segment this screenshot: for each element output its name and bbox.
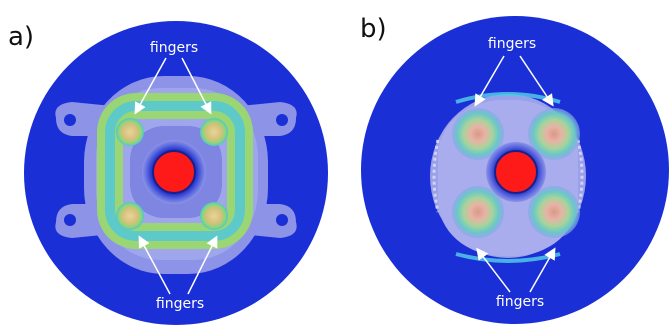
panel-a-diagram: fingers fingers (24, 21, 328, 325)
panel-a-finger-top-left (116, 118, 144, 146)
panel-a-bottom-annotation: fingers (156, 296, 204, 312)
panel-a-top-annotation: fingers (150, 40, 198, 56)
panel-b-bottom-annotation: fingers (496, 294, 544, 310)
panel-b-center-conductor (495, 151, 537, 193)
panel-a-finger-top-right (200, 118, 228, 146)
panel-a-finger-bottom-left (116, 202, 144, 230)
panel-b-top-annotation: fingers (488, 36, 536, 52)
panel-a-center-conductor (153, 151, 195, 193)
panel-b-diagram: fingers fingers (361, 16, 669, 324)
panel-a-finger-bottom-right (200, 202, 228, 230)
